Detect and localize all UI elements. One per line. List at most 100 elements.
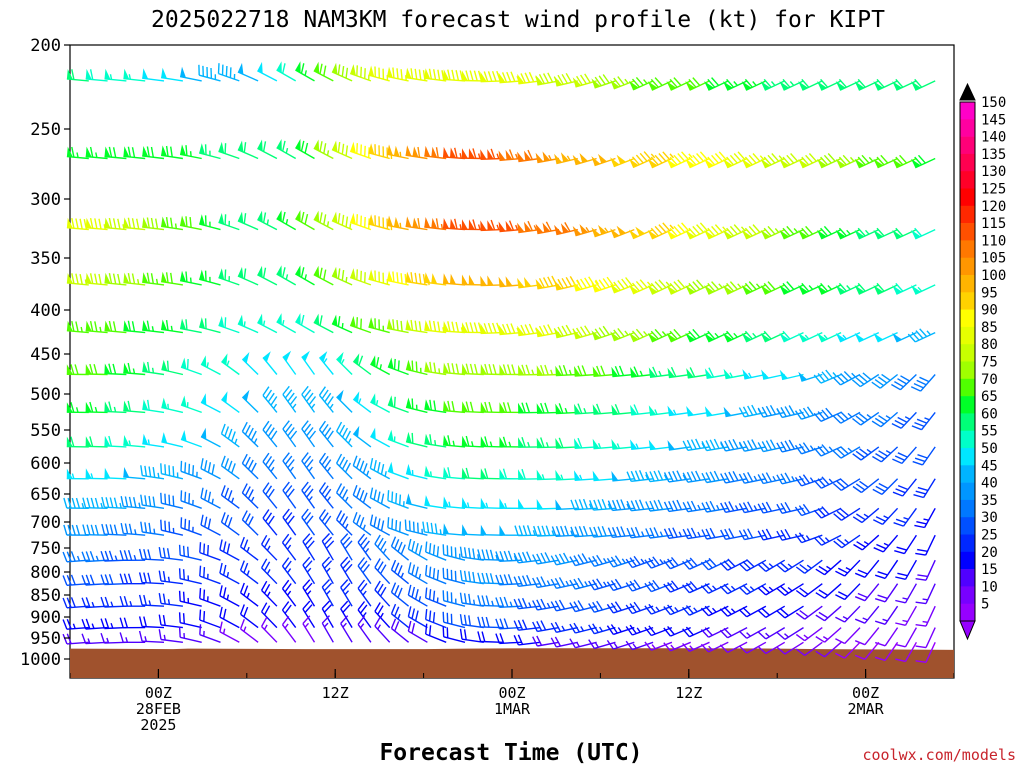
colorbar-label: 30	[981, 510, 998, 526]
wind-barb	[369, 514, 391, 536]
wind-barb	[178, 544, 202, 561]
wind-barb	[742, 369, 767, 380]
wind-barb	[704, 77, 729, 91]
wind-barb	[574, 365, 597, 377]
wind-barb	[370, 393, 391, 414]
y-tick-label: 650	[30, 485, 61, 505]
colorbar-label: 70	[981, 372, 998, 388]
wind-barb	[85, 272, 108, 286]
wind-barb	[741, 153, 767, 169]
wind-barb	[835, 154, 861, 169]
wind-barb	[282, 385, 298, 413]
wind-barb	[912, 446, 936, 466]
wind-barb	[588, 623, 616, 635]
wind-barb	[281, 615, 297, 643]
wind-barb	[776, 439, 804, 453]
wind-barb	[66, 364, 89, 376]
wind-barb	[741, 281, 767, 295]
y-tick-label: 900	[30, 608, 61, 628]
wind-barb	[160, 271, 184, 286]
wind-barb	[722, 151, 748, 169]
wind-barb	[872, 446, 899, 463]
wind-barb	[257, 210, 278, 231]
wind-barb	[911, 284, 936, 295]
wind-barb	[536, 499, 560, 510]
wind-barb	[760, 330, 785, 343]
colorbar-swatch	[960, 396, 975, 414]
wind-barb	[892, 478, 917, 497]
wind-barb	[591, 325, 616, 341]
wind-barb	[647, 328, 673, 343]
wind-barb	[555, 469, 578, 481]
wind-barb	[407, 584, 428, 607]
wind-barb	[239, 536, 259, 561]
wind-barb	[443, 496, 466, 509]
wind-barb	[723, 406, 748, 418]
wind-barb	[915, 627, 936, 649]
wind-barb	[685, 328, 710, 343]
wind-barb	[161, 397, 184, 414]
wind-barb	[425, 609, 447, 629]
colorbar-label: 10	[981, 579, 998, 595]
wind-barb	[142, 361, 165, 376]
wind-barb	[517, 220, 541, 234]
wind-barb	[911, 227, 936, 240]
wind-barb	[158, 592, 183, 607]
wind-barb	[738, 501, 767, 514]
wind-barb	[405, 463, 428, 480]
wind-barb	[142, 217, 165, 231]
wind-barb	[873, 154, 898, 169]
wind-barb	[178, 568, 202, 585]
wind-barb	[588, 639, 616, 650]
wind-barb	[682, 527, 710, 540]
credit-text[interactable]: coolwx.com/models	[862, 746, 1016, 764]
wind-barb	[387, 357, 409, 376]
wind-barb	[386, 215, 409, 231]
wind-barb	[723, 368, 748, 380]
wind-barb	[313, 61, 334, 82]
wind-barb	[776, 501, 804, 514]
wind-barb	[301, 452, 316, 480]
wind-barb	[517, 277, 541, 289]
wind-barb	[260, 558, 278, 585]
wind-barb	[815, 583, 842, 599]
wind-barb	[666, 222, 691, 240]
wind-barb	[779, 330, 804, 343]
wind-barb	[915, 642, 936, 663]
x-tick-label: 00Z	[145, 684, 172, 702]
wind-barb	[459, 546, 484, 561]
wind-barb	[63, 497, 89, 509]
wind-barb	[349, 268, 372, 286]
wind-barb	[757, 472, 785, 485]
wind-barb	[123, 146, 146, 160]
wind-barb	[142, 146, 165, 160]
wind-barb	[648, 439, 672, 451]
colorbar: 1501451401351301251201151101051009590858…	[959, 82, 1006, 641]
y-tick-label: 300	[30, 190, 61, 210]
wind-barb	[722, 281, 748, 295]
wind-barb	[442, 590, 466, 607]
wind-barb	[200, 458, 221, 480]
wind-barb	[854, 331, 880, 343]
wind-barb	[142, 320, 165, 334]
wind-barb	[407, 562, 428, 585]
wind-barb	[180, 395, 202, 414]
wind-barb	[352, 425, 372, 448]
wind-barb	[498, 276, 522, 288]
wind-barb	[572, 276, 599, 292]
wind-barb	[66, 402, 89, 414]
wind-barb	[442, 567, 466, 585]
wind-barb	[200, 487, 221, 509]
colorbar-swatch	[960, 499, 975, 518]
wind-barb	[461, 435, 484, 448]
wind-barb	[82, 524, 108, 536]
wind-barb	[872, 478, 899, 496]
wind-barb	[158, 546, 183, 561]
wind-barb	[160, 67, 184, 82]
wind-barb	[302, 600, 316, 628]
wind-barb	[302, 533, 316, 561]
x-tick-label: 28FEB	[136, 700, 181, 718]
wind-barb	[480, 363, 503, 376]
wind-barb	[722, 330, 748, 343]
wind-barb	[704, 281, 729, 295]
